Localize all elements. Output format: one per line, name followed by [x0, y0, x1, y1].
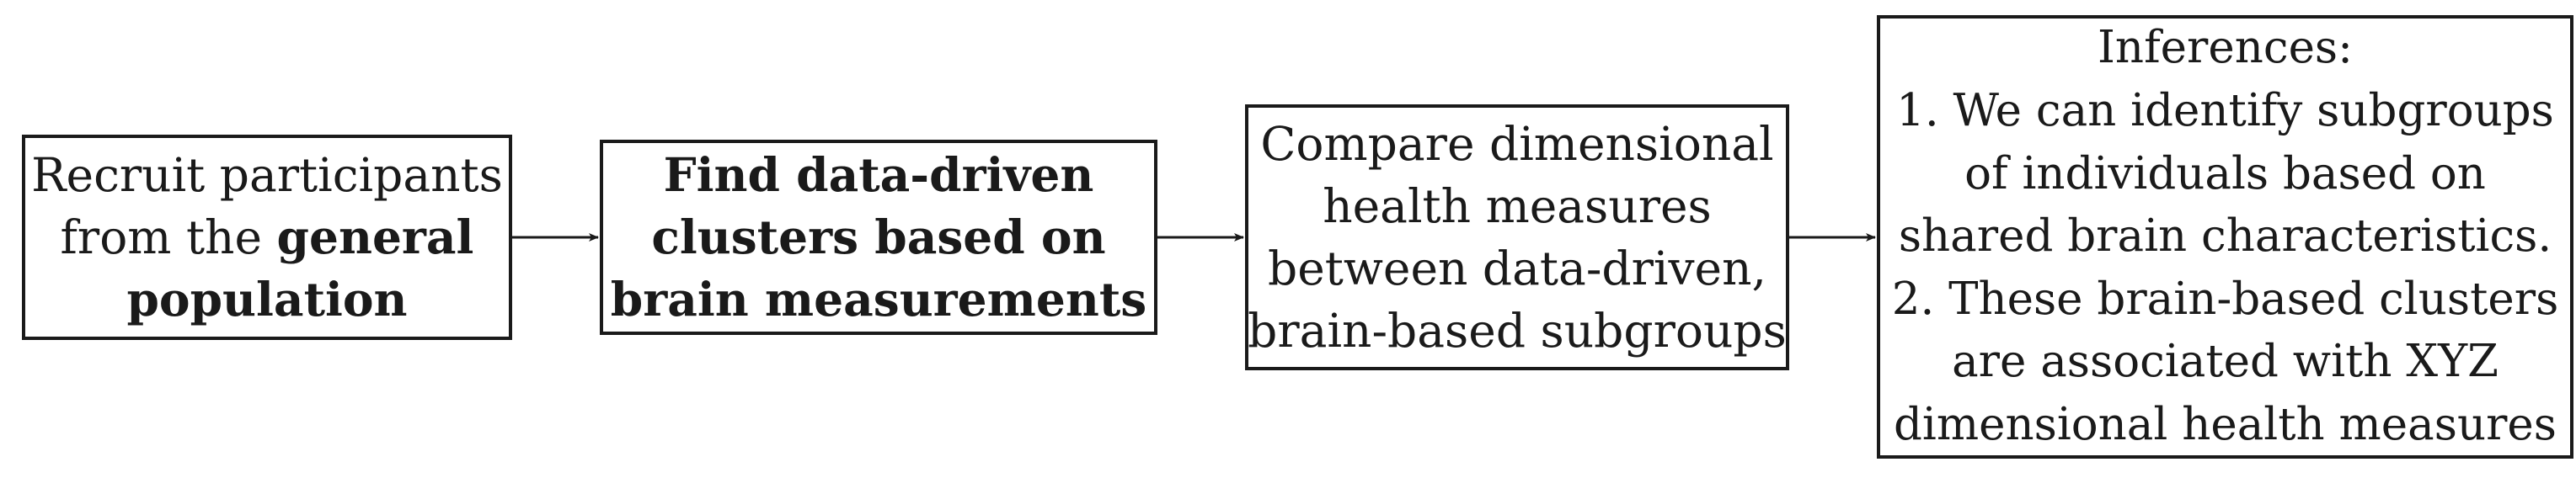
text-run: of individuals based on: [1964, 147, 2486, 199]
node-text-line: 2. These brain-based clusters: [1892, 268, 2559, 332]
text-run: shared brain characteristics.: [1898, 210, 2552, 263]
text-run: dimensional health measures: [1893, 398, 2557, 450]
text-run: 1. We can identify subgroups: [1896, 85, 2554, 137]
node-text-line: Inferences:: [2098, 17, 2353, 80]
text-run: brain-based subgroups: [1248, 304, 1787, 358]
node-text-line: of individuals based on: [1964, 143, 2486, 206]
text-run: Compare dimensional: [1260, 117, 1774, 171]
node-inferences: Inferences: 1. We can identify subgroups o…: [1877, 15, 2573, 459]
bold-text-run: population: [126, 272, 408, 327]
node-text-line: Compare dimensional: [1260, 113, 1773, 175]
node-text-line: Recruit participants: [31, 144, 503, 206]
bold-text-run: general: [276, 210, 474, 264]
bold-text-run: brain measurements: [610, 272, 1147, 327]
text-run: between data-driven,: [1267, 242, 1767, 295]
node-text-line: shared brain characteristics.: [1899, 205, 2552, 268]
node-text-line: 1. We can identify subgroups: [1896, 80, 2554, 143]
node-text-line: Find data-driven: [664, 144, 1094, 206]
node-text-line: brain-based subgroups: [1248, 300, 1787, 362]
text-run: from the: [60, 210, 277, 264]
bold-text-run: clusters based on: [651, 210, 1106, 264]
node-text-line: population: [126, 268, 407, 331]
node-text-line: between data-driven,: [1268, 237, 1766, 300]
node-text-line: brain measurements: [611, 268, 1146, 331]
node-compare-measures: Compare dimensional health measures betwee…: [1245, 104, 1789, 370]
text-run: health measures: [1323, 179, 1712, 233]
text-run: 2. These brain-based clusters: [1891, 273, 2559, 325]
node-text-line: clusters based on: [651, 206, 1105, 268]
node-find-clusters: Find data-driven clusters based on brain m…: [600, 140, 1157, 335]
node-text-line: from the general: [61, 206, 474, 268]
bold-text-run: Find data-driven: [663, 147, 1094, 202]
node-text-line: health measures: [1323, 175, 1712, 237]
node-recruit-participants: Recruit participants from the general popu…: [22, 135, 512, 340]
text-run: Inferences:: [2098, 22, 2353, 74]
text-run: are associated with XYZ: [1952, 336, 2499, 388]
node-text-line: are associated with XYZ: [1952, 331, 2499, 394]
text-run: Recruit participants: [31, 148, 503, 202]
node-text-line: dimensional health measures: [1894, 394, 2557, 457]
